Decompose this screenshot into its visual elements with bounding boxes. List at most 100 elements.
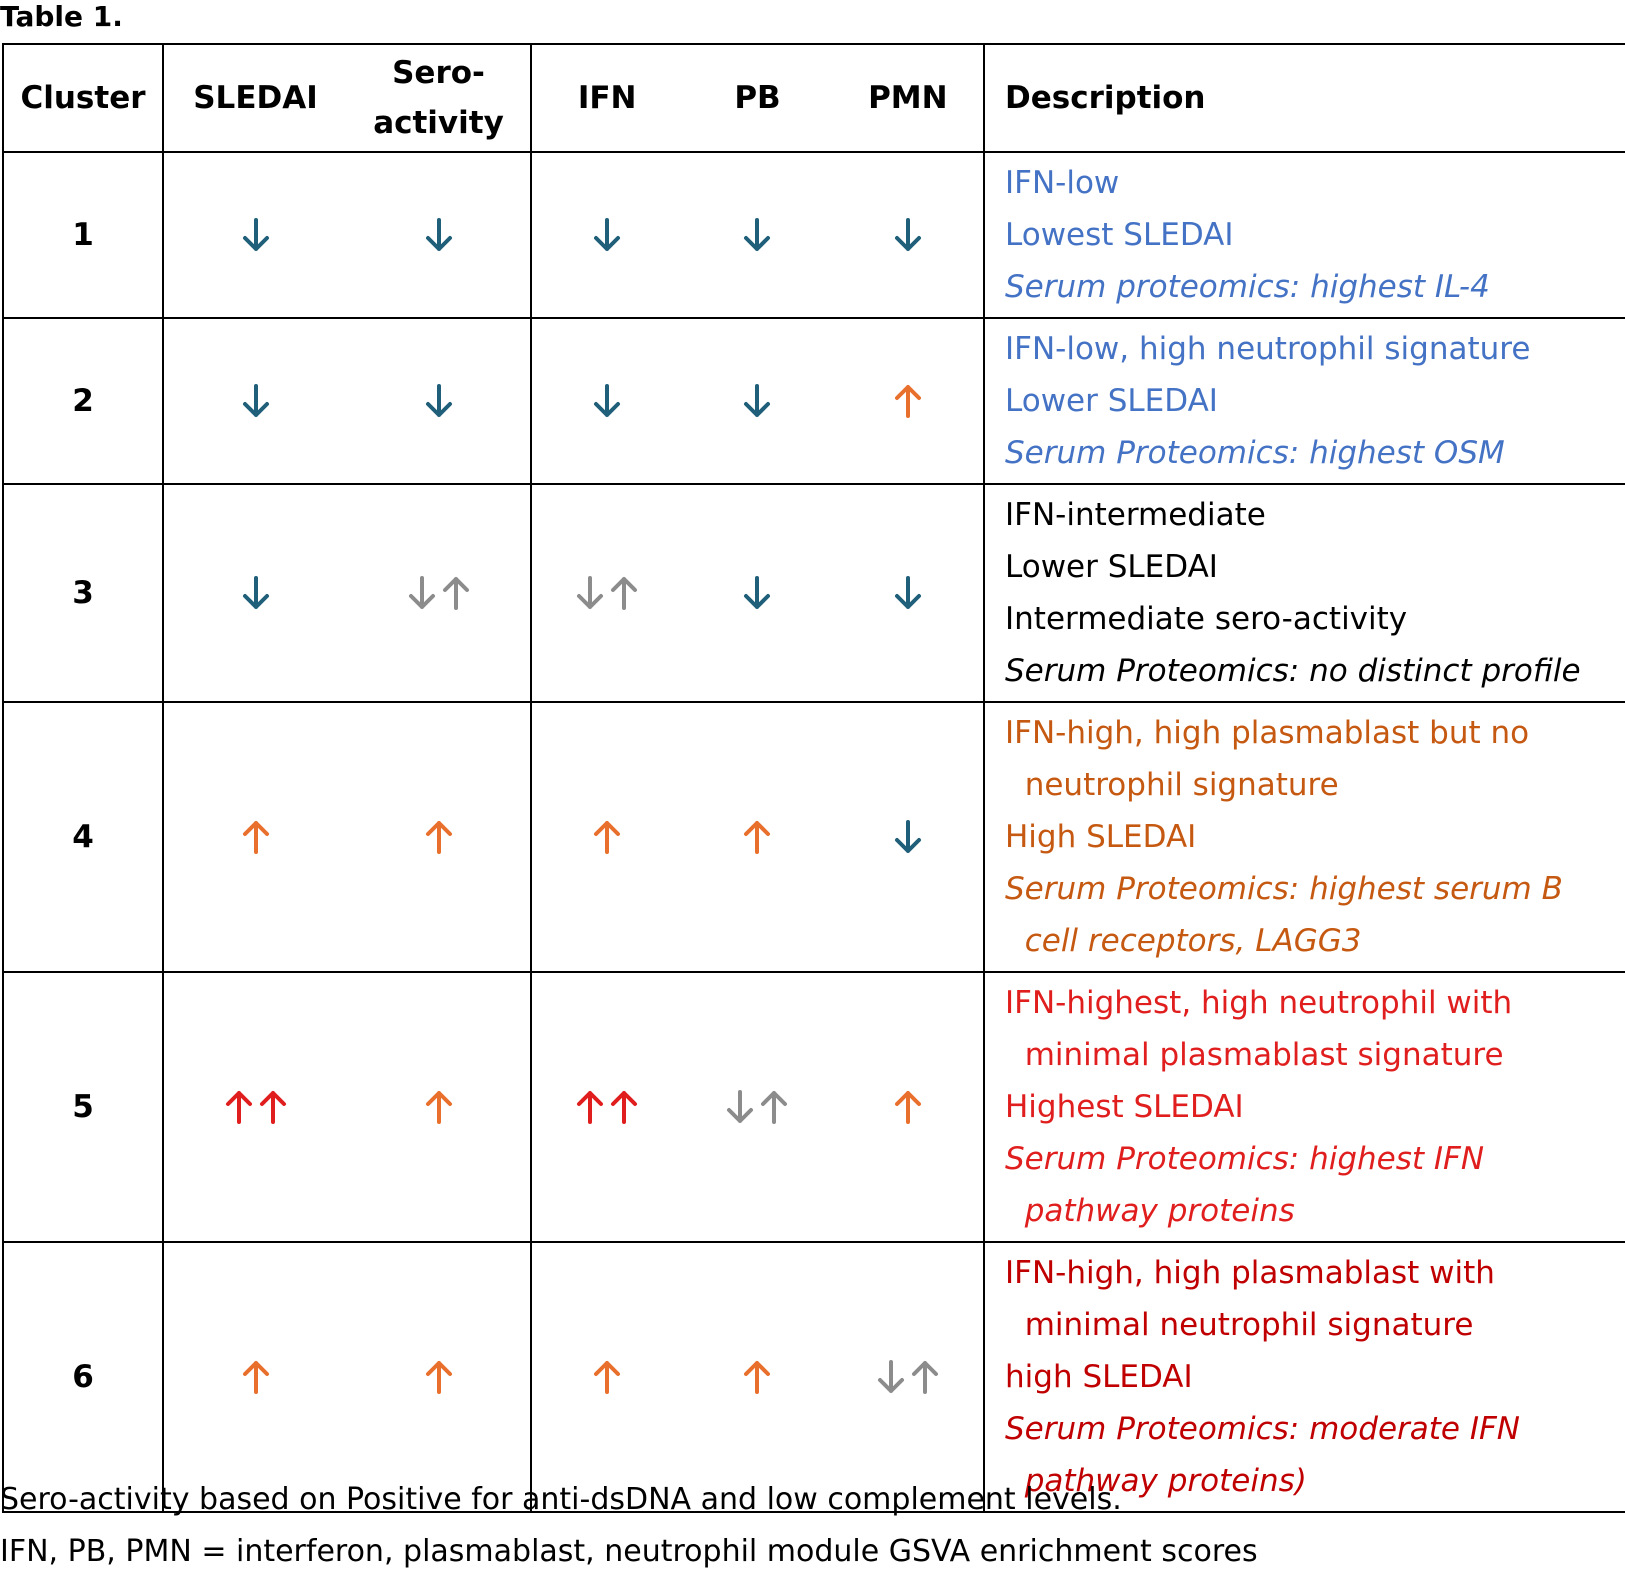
- description-line: IFN-intermediate: [1005, 497, 1266, 533]
- pmn-cell: [833, 575, 983, 611]
- cluster-number: 2: [2, 317, 164, 485]
- arrow-down-icon: [744, 576, 771, 609]
- pb-cell: [682, 1089, 832, 1125]
- pb-cell: [682, 217, 832, 253]
- arrow-down-icon: [744, 218, 771, 251]
- description-line: IFN-low: [1005, 165, 1120, 201]
- module-cells: [530, 971, 985, 1243]
- header-sero-activity: Sero- activity: [347, 48, 530, 148]
- pb-indicator-down: [742, 217, 772, 253]
- arrow-up-icon: [242, 1361, 269, 1394]
- module-cells: [530, 317, 985, 485]
- description-line: Serum Proteomics: moderate IFN: [1005, 1411, 1520, 1447]
- arrow-up-icon: [594, 1361, 621, 1394]
- header-cluster: Cluster: [2, 43, 164, 153]
- arrow-up-icon: [594, 821, 621, 854]
- cluster-table: Cluster SLEDAI Sero- activity IFN PB PMN…: [2, 43, 1625, 1513]
- pmn-indicator-down: [893, 575, 923, 611]
- ifn-cell: [532, 1089, 682, 1125]
- sledai-cell: [164, 1089, 347, 1125]
- header-sero-line2: activity: [373, 105, 504, 141]
- sero-indicator-down: [424, 383, 454, 419]
- pmn-cell: [833, 383, 983, 419]
- sero-cell: [347, 383, 530, 419]
- sero-indicator-mixed: [407, 575, 471, 611]
- module-cells: [530, 151, 985, 319]
- ifn-indicator-up: [592, 1359, 622, 1395]
- clinical-cells: [162, 971, 532, 1243]
- ifn-indicator-strong_up: [575, 1089, 639, 1125]
- description-line: minimal plasmablast signature: [1005, 1037, 1504, 1073]
- sero-cell: [347, 1089, 530, 1125]
- header-pmn: PMN: [868, 80, 948, 116]
- description-line: minimal neutrophil signature: [1005, 1307, 1474, 1343]
- sledai-indicator-up: [241, 819, 271, 855]
- clinical-cells: [162, 1241, 532, 1513]
- description-cell: IFN-intermediate Lower SLEDAI Intermediate…: [983, 483, 1625, 703]
- description-line: Intermediate sero-activity: [1005, 601, 1408, 637]
- arrow-down-icon: [425, 218, 452, 251]
- header-sero-line1: Sero-: [392, 55, 485, 91]
- sledai-cell: [164, 383, 347, 419]
- pmn-indicator-mixed: [876, 1359, 940, 1395]
- description-line: Highest SLEDAI: [1005, 1089, 1244, 1125]
- pmn-cell: [833, 1089, 983, 1125]
- arrow-up-icon: [611, 1091, 638, 1124]
- pb-indicator-down: [742, 575, 772, 611]
- description-line: cell receptors, LAGG3: [1005, 923, 1362, 959]
- cluster-number: 3: [2, 483, 164, 703]
- description-line: pathway proteins: [1005, 1193, 1295, 1229]
- pmn-cell: [833, 819, 983, 855]
- description-cell: IFN-low Lowest SLEDAI Serum proteomics: hi…: [983, 151, 1625, 319]
- arrow-up-icon: [744, 1361, 771, 1394]
- arrow-down-icon: [242, 576, 269, 609]
- pmn-indicator-down: [893, 217, 923, 253]
- clinical-cells: [162, 701, 532, 973]
- ifn-cell: [532, 383, 682, 419]
- arrow-down-icon: [242, 384, 269, 417]
- arrow-up-icon: [242, 821, 269, 854]
- pmn-cell: [833, 217, 983, 253]
- description-cell: IFN-high, high plasmablast but no neutro…: [983, 701, 1625, 973]
- ifn-indicator-down: [592, 217, 622, 253]
- module-cells: [530, 1241, 985, 1513]
- pmn-indicator-up: [893, 383, 923, 419]
- table-row: 6 IFN-high, high plasmablast with minimal…: [2, 1241, 1625, 1513]
- arrow-down-icon: [577, 576, 604, 609]
- description-line: Lowest SLEDAI: [1005, 217, 1234, 253]
- sledai-indicator-strong_up: [224, 1089, 288, 1125]
- sero-indicator-up: [424, 1359, 454, 1395]
- arrow-up-icon: [259, 1091, 286, 1124]
- footnotes: Sero-activity based on Positive for anti…: [0, 1474, 1258, 1578]
- module-cells: [530, 701, 985, 973]
- pmn-indicator-down: [893, 819, 923, 855]
- footnote-abbreviations: IFN, PB, PMN = interferon, plasmablast, …: [0, 1534, 1258, 1569]
- description-cell: IFN-low, high neutrophil signature Lower …: [983, 317, 1625, 485]
- sero-indicator-up: [424, 1089, 454, 1125]
- description-line: Lower SLEDAI: [1005, 549, 1218, 585]
- sledai-cell: [164, 217, 347, 253]
- clinical-cells: [162, 483, 532, 703]
- arrow-up-icon: [761, 1091, 788, 1124]
- arrow-down-icon: [594, 384, 621, 417]
- header-sledai: SLEDAI: [193, 80, 318, 116]
- description-line: IFN-high, high plasmablast with: [1005, 1255, 1495, 1291]
- arrow-down-icon: [242, 218, 269, 251]
- header-description: Description: [983, 43, 1625, 153]
- sero-indicator-up: [424, 819, 454, 855]
- cluster-number: 1: [2, 151, 164, 319]
- description-line: High SLEDAI: [1005, 819, 1197, 855]
- sledai-cell: [164, 1359, 347, 1395]
- pb-indicator-mixed: [725, 1089, 789, 1125]
- ifn-cell: [532, 1359, 682, 1395]
- arrow-down-icon: [594, 218, 621, 251]
- sledai-indicator-down: [241, 383, 271, 419]
- table-row: 5 IFN-highest, high neutrophil with minim…: [2, 971, 1625, 1243]
- arrow-up-icon: [894, 385, 921, 418]
- arrow-up-icon: [425, 821, 452, 854]
- clinical-cells: [162, 317, 532, 485]
- arrow-up-icon: [425, 1361, 452, 1394]
- arrow-down-icon: [727, 1090, 754, 1123]
- sledai-indicator-up: [241, 1359, 271, 1395]
- footnote-sero-activity: Sero-activity based on Positive for anti…: [0, 1482, 1122, 1517]
